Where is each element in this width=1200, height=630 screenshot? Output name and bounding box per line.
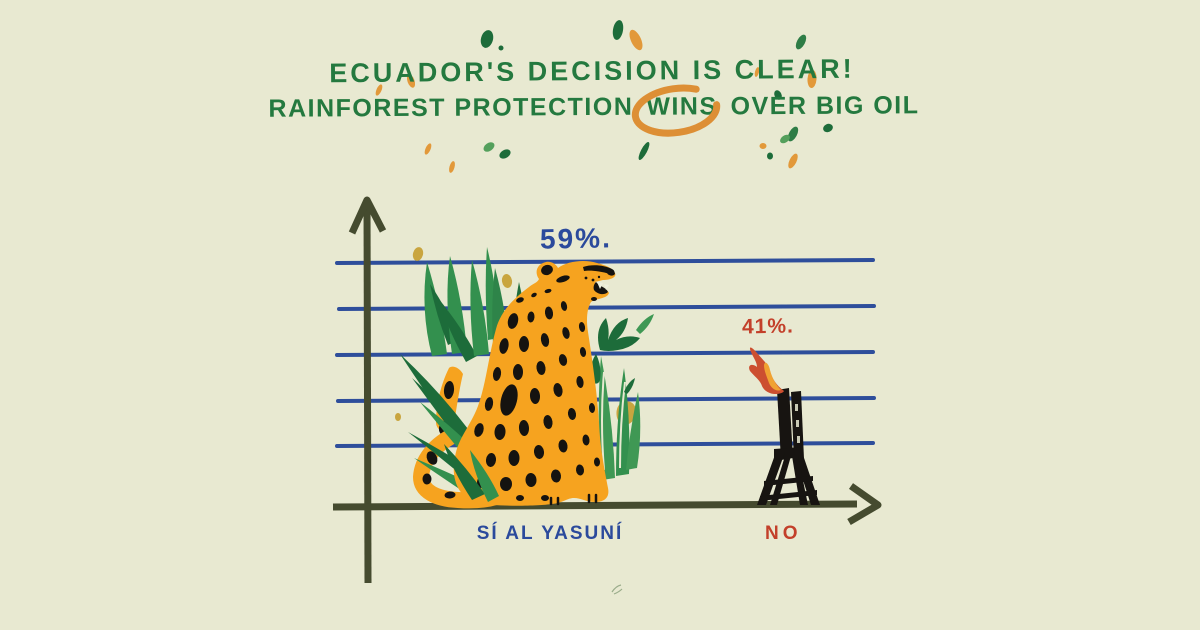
y-axis-arrow-icon (348, 196, 387, 235)
category-label-yes: SÍ AL YASUNÍ (476, 523, 624, 544)
category-label-no: NO (765, 523, 802, 544)
plant-leaves-back (424, 247, 526, 362)
jaguar-claws (549, 493, 598, 506)
plant-leaves-front (444, 444, 499, 502)
axes (332, 196, 882, 584)
artist-signature (611, 584, 623, 595)
jaguar-face (541, 264, 615, 301)
derrick-ladder-marks (795, 404, 800, 443)
value-label-no: 41%. (741, 314, 795, 339)
confetti (375, 20, 833, 173)
oil-derrick-illustration (757, 388, 820, 505)
jaguar-illustration (453, 260, 616, 506)
headline-word-wins: WINS (632, 84, 721, 137)
jaguar-fangs (597, 282, 609, 290)
x-axis (332, 500, 858, 511)
headline-line2-after: OVER BIG OIL (730, 91, 920, 121)
headline-line2: RAINFOREST PROTECTION WINS OVER BIG OIL (0, 84, 1188, 137)
value-label-yes: 59%. (539, 222, 613, 255)
flame-icon (749, 347, 784, 394)
derrick-stack-left (777, 388, 793, 460)
x-axis-arrow-icon (847, 483, 882, 526)
jaguar-body (453, 260, 616, 506)
headline-line2-before: RAINFOREST PROTECTION (268, 92, 634, 123)
y-axis (363, 203, 372, 584)
jaguar-spots (474, 288, 601, 501)
